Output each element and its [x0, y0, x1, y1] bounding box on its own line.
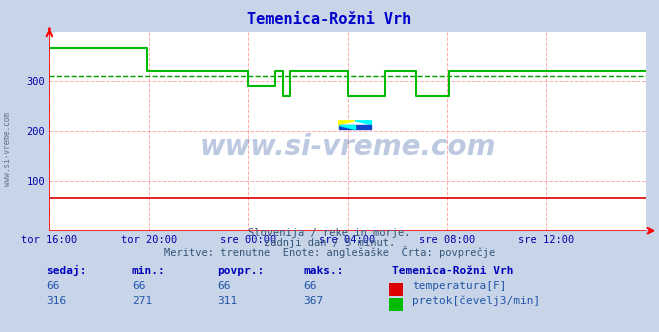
Polygon shape: [339, 125, 355, 128]
Text: 66: 66: [217, 281, 231, 291]
Text: pretok[čevelj3/min]: pretok[čevelj3/min]: [412, 295, 540, 306]
Text: 271: 271: [132, 296, 152, 306]
Text: povpr.:: povpr.:: [217, 266, 265, 276]
Polygon shape: [339, 125, 372, 128]
Text: 66: 66: [303, 281, 316, 291]
Text: min.:: min.:: [132, 266, 165, 276]
Text: 311: 311: [217, 296, 238, 306]
Text: www.si-vreme.com: www.si-vreme.com: [200, 133, 496, 161]
Polygon shape: [355, 121, 372, 125]
Text: zadnji dan / 5 minut.: zadnji dan / 5 minut.: [264, 238, 395, 248]
Text: Slovenija / reke in morje.: Slovenija / reke in morje.: [248, 228, 411, 238]
Text: temperatura[F]: temperatura[F]: [412, 281, 506, 291]
Text: Temenica-Rožni Vrh: Temenica-Rožni Vrh: [392, 266, 513, 276]
Text: www.si-vreme.com: www.si-vreme.com: [3, 113, 13, 186]
Text: sedaj:: sedaj:: [46, 265, 86, 276]
Polygon shape: [339, 121, 355, 125]
Text: Meritve: trenutne  Enote: anglešaške  Črta: povprečje: Meritve: trenutne Enote: anglešaške Črta…: [164, 246, 495, 258]
Text: maks.:: maks.:: [303, 266, 343, 276]
Text: Temenica-Rožni Vrh: Temenica-Rožni Vrh: [247, 12, 412, 27]
Text: 66: 66: [132, 281, 145, 291]
Text: 66: 66: [46, 281, 59, 291]
Text: 316: 316: [46, 296, 67, 306]
Text: 367: 367: [303, 296, 324, 306]
